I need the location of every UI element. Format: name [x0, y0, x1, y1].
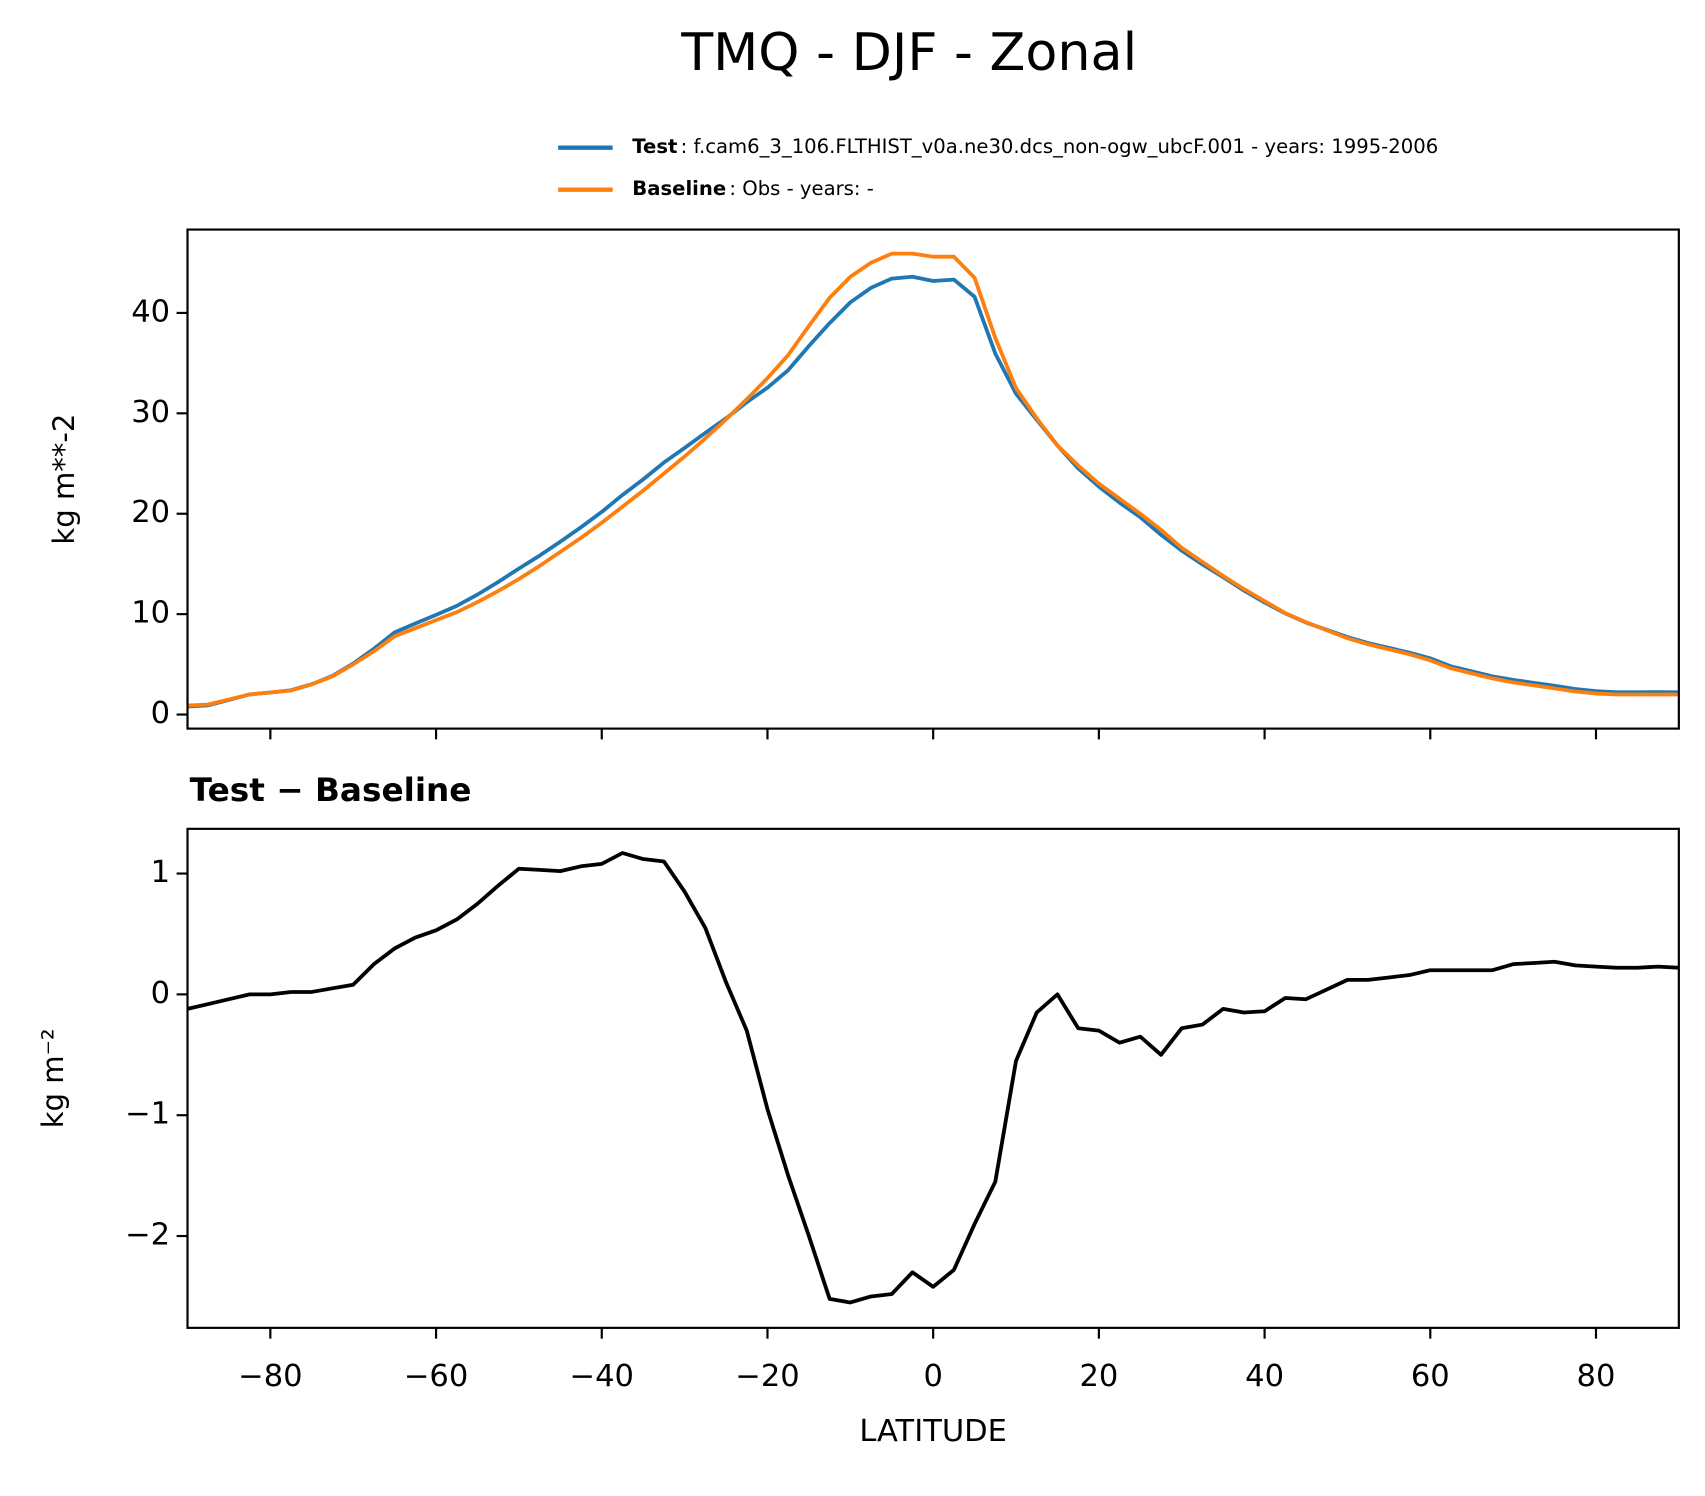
x-tick-label: −80: [238, 1359, 302, 1394]
y-axis-label: kg m⁻²: [36, 1028, 70, 1128]
legend-label: : Obs - years: -: [729, 177, 873, 200]
x-tick-label: 0: [923, 1359, 942, 1394]
data-line: [187, 251, 1679, 708]
x-tick-label: −20: [735, 1359, 799, 1394]
x-tick-label: 40: [1245, 1359, 1284, 1394]
y-tick-label: −1: [125, 1097, 170, 1132]
y-tick-label: 20: [131, 495, 170, 530]
plot-area: [187, 851, 1679, 1305]
legend-name: Baseline: [632, 177, 726, 200]
x-tick-label: 80: [1577, 1359, 1616, 1394]
y-tick-label: −2: [125, 1218, 170, 1253]
axes-frame: [186, 827, 1680, 1329]
x-tick-label: −60: [404, 1359, 468, 1394]
y-tick-label: 0: [151, 696, 170, 731]
data-line: [187, 851, 1679, 1305]
plot-area: [187, 251, 1679, 709]
y-tick-label: 40: [131, 295, 170, 330]
axes-title: Test − Baseline: [190, 771, 472, 809]
y-tick-label: 10: [131, 596, 170, 631]
data-line: [187, 274, 1679, 709]
y-tick-label: 30: [131, 395, 170, 430]
y-tick-label: 0: [151, 976, 170, 1011]
legend-label: : f.cam6_3_106.FLTHIST_v0a.ne30.dcs_non-…: [681, 135, 1438, 158]
axes-frame: [186, 228, 1680, 730]
figure-title: TMQ - DJF - Zonal: [680, 23, 1137, 83]
y-axis-label: kg m**-2: [47, 414, 81, 545]
y-tick-label: 1: [151, 855, 170, 890]
x-tick-label: 60: [1411, 1359, 1450, 1394]
legend-name: Test: [632, 135, 677, 158]
x-tick-label: −40: [570, 1359, 634, 1394]
x-axis-label: LATITUDE: [859, 1414, 1007, 1449]
x-tick-label: 20: [1079, 1359, 1118, 1394]
